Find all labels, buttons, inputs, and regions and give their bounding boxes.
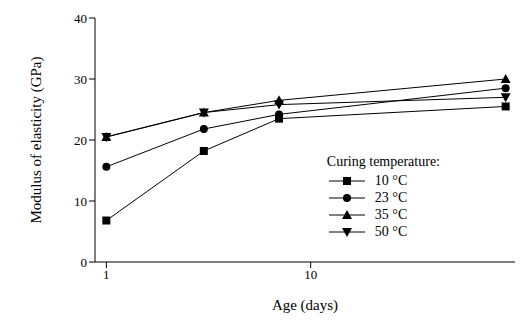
html-text:23 °C: 23 °C [374, 190, 408, 205]
html-text:35 °C: 35 °C [374, 207, 408, 222]
svg-text:10: 10 [74, 194, 87, 209]
html-text:Curing temperature:: Curing temperature: [326, 154, 440, 169]
html-text:10 °C: 10 °C [374, 173, 408, 188]
svg-text:0: 0 [81, 255, 88, 270]
svg-text:Age (days): Age (days) [272, 297, 338, 314]
svg-text:Modulus of elasticity (GPa): Modulus of elasticity (GPa) [28, 56, 45, 223]
svg-text:1: 1 [103, 267, 110, 282]
html-text:50 °C: 50 °C [374, 224, 408, 239]
svg-text:40: 40 [74, 11, 87, 26]
svg-text:10: 10 [304, 267, 317, 282]
svg-text:20: 20 [74, 133, 87, 148]
svg-text:30: 30 [74, 72, 87, 87]
